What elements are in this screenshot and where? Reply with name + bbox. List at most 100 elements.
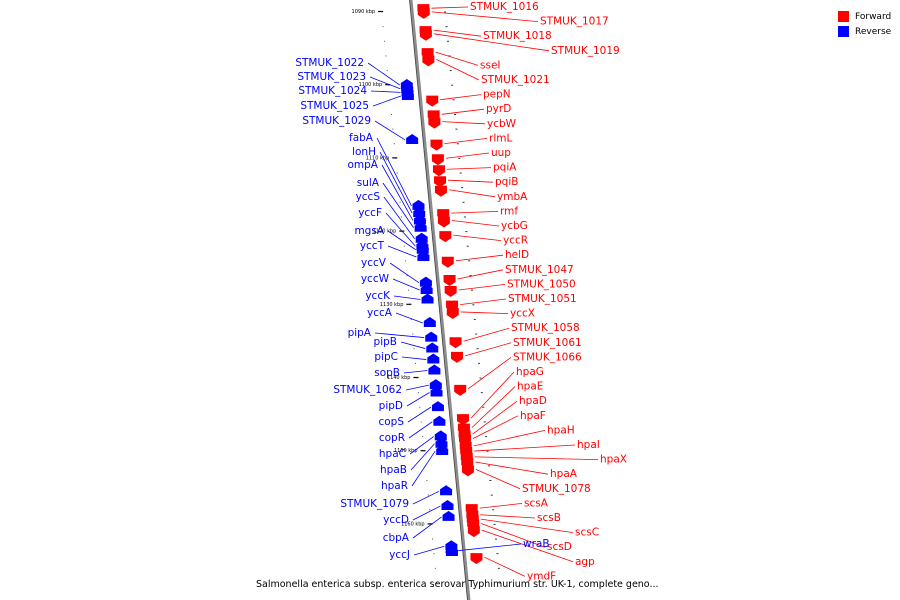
forward-leader-line [453, 234, 502, 241]
reverse-gene-arrow [419, 276, 432, 287]
forward-gene-arrow [443, 275, 456, 287]
forward-leader-line [474, 444, 576, 452]
reverse-gene-arrow [425, 331, 438, 342]
reverse-leader-line [444, 543, 522, 553]
minor-tick [454, 113, 457, 115]
minor-tick [412, 333, 414, 335]
reverse-leader-line [408, 421, 433, 439]
reverse-gene-arrow [416, 243, 429, 254]
forward-gene-label: STMUK_1066 [513, 351, 582, 363]
forward-leader-line [471, 386, 516, 428]
forward-gene-arrow [444, 286, 457, 297]
forward-gene-label: hpaD [519, 395, 547, 407]
reverse-leader-line [411, 450, 436, 487]
forward-leader-line [433, 29, 482, 37]
minor-tick [476, 348, 479, 350]
reverse-gene-arrow [415, 232, 428, 243]
legend-forward-label: Forward [855, 11, 892, 22]
forward-gene-arrow [441, 256, 454, 268]
reverse-gene-arrow [436, 445, 449, 456]
forward-gene-arrow [457, 414, 470, 426]
forward-gene-arrow [446, 307, 459, 319]
forward-gene-label: ycbW [487, 118, 517, 130]
forward-gene-label: sseI [480, 59, 501, 71]
forward-gene-arrow [450, 351, 463, 363]
reverse-gene-arrow [430, 386, 443, 397]
forward-leader-line [457, 269, 504, 280]
tick-label: 1120 kbp [373, 229, 397, 235]
reverse-leader-line [409, 436, 435, 455]
reverse-gene-label: pipB [374, 336, 397, 348]
minor-tick [448, 55, 451, 57]
reverse-gene-label: wraB [523, 538, 550, 550]
forward-gene-label: ymdF [527, 570, 556, 582]
minor-tick [482, 406, 485, 408]
reverse-gene-arrow [428, 364, 441, 375]
forward-gene-arrow [449, 337, 462, 349]
reverse-gene-arrow [420, 284, 433, 294]
forward-leader-line [440, 94, 482, 101]
minor-tick [407, 289, 409, 291]
reverse-leader-line [395, 312, 423, 324]
forward-gene-label: pqiB [495, 176, 518, 188]
reverse-gene-label: lonH [352, 146, 376, 158]
forward-leader-line [448, 179, 494, 183]
reverse-leader-line [389, 262, 420, 284]
minor-tick [461, 187, 464, 189]
reverse-leader-line [410, 443, 435, 471]
minor-tick [455, 128, 458, 130]
minor-tick [420, 421, 422, 423]
reverse-gene-arrow [413, 207, 426, 218]
reverse-gene-arrow [413, 214, 426, 225]
minor-tick [470, 289, 473, 291]
legend: Forward Reverse [838, 9, 891, 39]
reverse-leader-line [385, 212, 416, 247]
forward-leader-line [472, 415, 519, 439]
minor-tick [381, 11, 383, 13]
forward-gene-label: agp [575, 556, 595, 568]
reverse-gene-label: yccW [361, 273, 390, 285]
forward-gene-arrow [432, 165, 445, 177]
reverse-leader-line [382, 182, 414, 229]
forward-leader-line [448, 189, 496, 198]
forward-gene-label: pyrD [486, 103, 511, 115]
minor-tick [493, 523, 496, 525]
reverse-gene-arrow [427, 353, 440, 364]
reverse-gene-arrow [434, 430, 447, 441]
minor-tick [486, 450, 489, 452]
forward-gene-label: STMUK_1018 [483, 30, 552, 42]
forward-gene-label: STMUK_1061 [513, 337, 582, 349]
reverse-gene-label: STMUK_1024 [298, 85, 367, 97]
minor-tick [459, 172, 462, 174]
reverse-gene-label: yccV [361, 257, 387, 269]
reverse-gene-label: copS [378, 416, 404, 428]
reverse-gene-arrow [435, 437, 448, 448]
reverse-gene-arrow [417, 251, 430, 262]
reverse-leader-line [374, 332, 425, 338]
legend-reverse: Reverse [838, 24, 891, 39]
map-caption: Salmonella enterica subsp. enterica sero… [256, 579, 659, 590]
scale-ticks: 1090 kbp 1100 kbp 1110 kbp 1120 kbp 1130 kbp… [352, 9, 502, 584]
minor-tick [479, 377, 482, 379]
forward-gene-arrow [437, 216, 450, 228]
reverse-leader-line [369, 76, 401, 90]
minor-tick [393, 143, 395, 145]
forward-leader-line [441, 108, 485, 115]
minor-tick [391, 113, 393, 115]
minor-tick [399, 201, 401, 203]
minor-tick [444, 11, 447, 13]
reverse-leader-line [381, 164, 414, 221]
reverse-gene-label: yccJ [389, 549, 410, 561]
minor-tick [449, 70, 452, 72]
minor-tick [499, 582, 502, 584]
minor-tick [469, 275, 472, 277]
reverse-gene-label: sulA [357, 177, 380, 189]
reverse-gene-label: STMUK_1079 [340, 498, 409, 510]
forward-leader-line [459, 298, 507, 306]
forward-gene-label: STMUK_1047 [505, 264, 574, 276]
minor-tick [382, 26, 384, 28]
forward-gene-label: pqiA [493, 162, 517, 174]
reverse-gene-label: STMUK_1023 [297, 71, 366, 83]
